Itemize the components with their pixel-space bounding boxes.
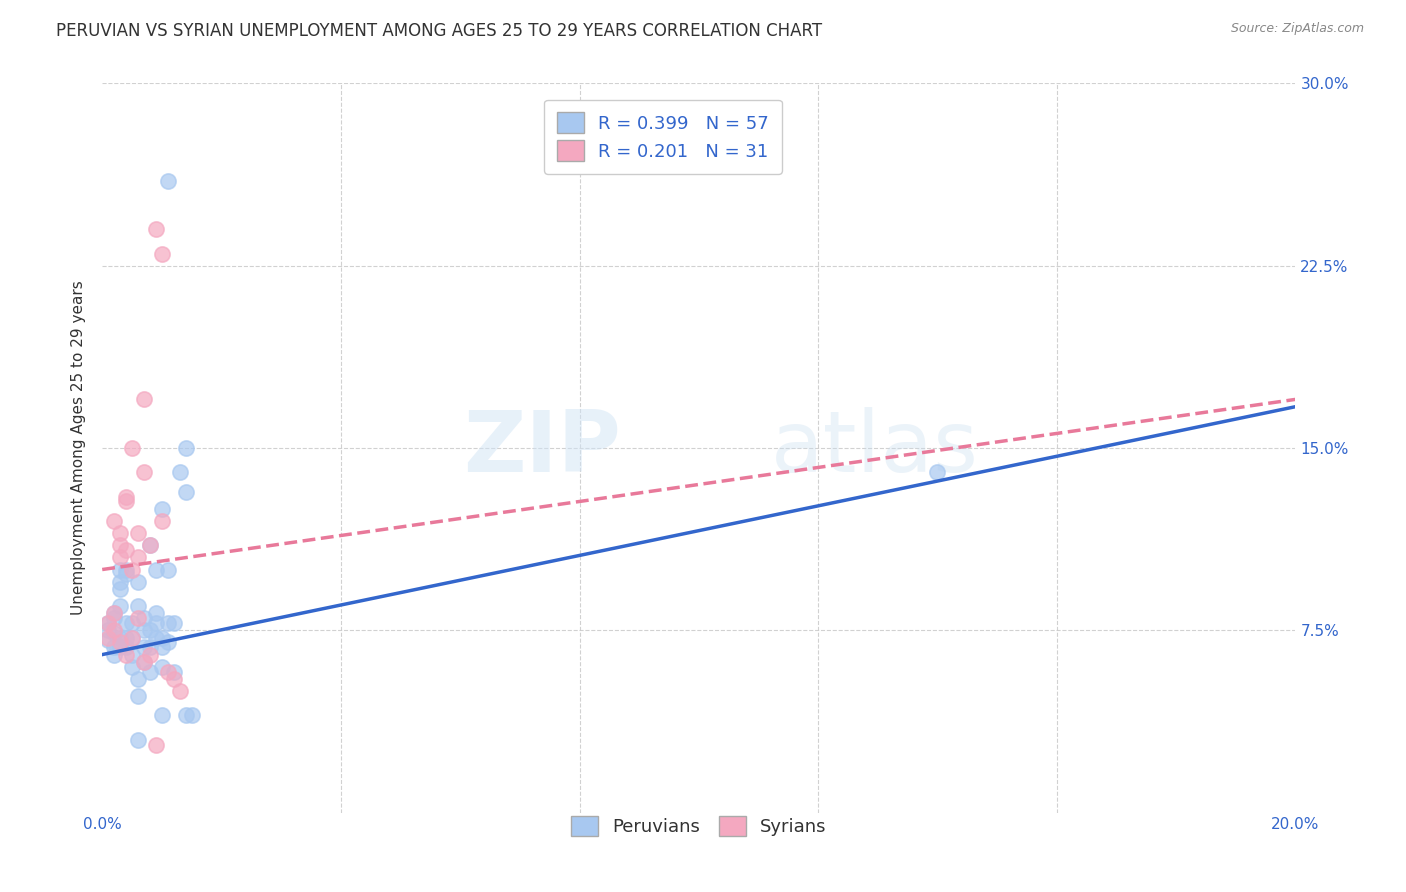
Point	[150, 631, 173, 645]
Point	[121, 648, 143, 662]
Point	[127, 672, 149, 686]
Point	[150, 514, 173, 528]
Point	[97, 615, 120, 630]
Point	[115, 567, 138, 582]
Point	[156, 174, 179, 188]
Point	[108, 550, 131, 565]
Point	[174, 708, 197, 723]
Point	[139, 665, 162, 679]
Point	[139, 538, 162, 552]
Point	[150, 640, 173, 655]
Point	[115, 543, 138, 558]
Point	[132, 465, 155, 479]
Text: ZIP: ZIP	[464, 407, 621, 490]
Point	[127, 526, 149, 541]
Point	[103, 648, 125, 662]
Point	[163, 672, 186, 686]
Point	[132, 640, 155, 655]
Point	[121, 615, 143, 630]
Point	[115, 494, 138, 508]
Point	[97, 631, 120, 645]
Legend: Peruvians, Syrians: Peruvians, Syrians	[564, 808, 834, 844]
Point	[127, 689, 149, 703]
Point	[163, 665, 186, 679]
Text: atlas: atlas	[770, 407, 979, 490]
Point	[108, 635, 131, 649]
Point	[115, 631, 138, 645]
Y-axis label: Unemployment Among Ages 25 to 29 years: Unemployment Among Ages 25 to 29 years	[72, 281, 86, 615]
Point	[108, 538, 131, 552]
Point	[156, 615, 179, 630]
Point	[156, 665, 179, 679]
Point	[174, 441, 197, 455]
Point	[145, 738, 167, 752]
Point	[150, 708, 173, 723]
Point	[127, 599, 149, 613]
Point	[174, 484, 197, 499]
Point	[115, 648, 138, 662]
Point	[169, 465, 191, 479]
Point	[927, 465, 949, 479]
Point	[103, 607, 125, 621]
Point	[121, 659, 143, 673]
Point	[132, 655, 155, 669]
Point	[132, 611, 155, 625]
Point	[150, 501, 173, 516]
Point	[139, 624, 162, 638]
Point	[108, 562, 131, 576]
Point	[115, 640, 138, 655]
Point	[121, 631, 143, 645]
Point	[132, 624, 155, 638]
Point	[139, 640, 162, 655]
Point	[103, 624, 125, 638]
Point	[97, 624, 120, 638]
Point	[127, 611, 149, 625]
Point	[108, 640, 131, 655]
Point	[115, 562, 138, 576]
Point	[132, 392, 155, 407]
Point	[108, 526, 131, 541]
Point	[145, 222, 167, 236]
Point	[115, 490, 138, 504]
Point	[145, 631, 167, 645]
Point	[121, 562, 143, 576]
Point	[115, 615, 138, 630]
Point	[139, 648, 162, 662]
Point	[127, 550, 149, 565]
Point	[127, 574, 149, 589]
Point	[103, 640, 125, 655]
Point	[127, 732, 149, 747]
Text: PERUVIAN VS SYRIAN UNEMPLOYMENT AMONG AGES 25 TO 29 YEARS CORRELATION CHART: PERUVIAN VS SYRIAN UNEMPLOYMENT AMONG AG…	[56, 22, 823, 40]
Point	[132, 655, 155, 669]
Point	[156, 635, 179, 649]
Point	[156, 562, 179, 576]
Point	[150, 246, 173, 260]
Point	[108, 631, 131, 645]
Point	[103, 625, 125, 640]
Point	[121, 631, 143, 645]
Point	[108, 582, 131, 596]
Point	[103, 611, 125, 625]
Point	[163, 615, 186, 630]
Point	[97, 633, 120, 648]
Point	[169, 684, 191, 698]
Text: Source: ZipAtlas.com: Source: ZipAtlas.com	[1230, 22, 1364, 36]
Point	[103, 607, 125, 621]
Point	[97, 615, 120, 630]
Point	[108, 574, 131, 589]
Point	[139, 538, 162, 552]
Point	[180, 708, 202, 723]
Point	[145, 615, 167, 630]
Point	[121, 441, 143, 455]
Point	[145, 607, 167, 621]
Point	[150, 659, 173, 673]
Point	[145, 562, 167, 576]
Point	[103, 514, 125, 528]
Point	[108, 599, 131, 613]
